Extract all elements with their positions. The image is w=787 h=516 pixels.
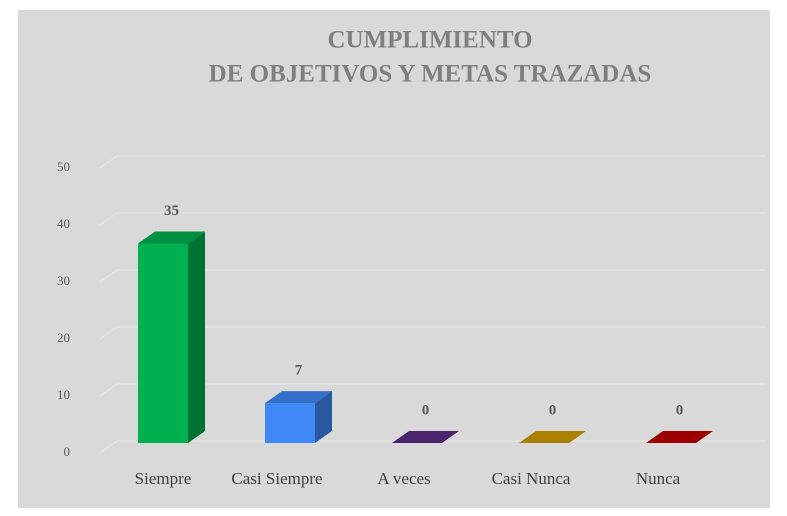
x-tick-label: A veces bbox=[377, 469, 430, 488]
bar-side bbox=[315, 391, 332, 443]
bar-top bbox=[392, 431, 459, 443]
grid-line bbox=[99, 269, 765, 283]
bar-front bbox=[138, 243, 188, 443]
bar bbox=[519, 431, 586, 443]
bar-top bbox=[138, 231, 205, 244]
x-tick-label: Nunca bbox=[636, 469, 681, 488]
y-tick-label: 10 bbox=[57, 387, 70, 402]
y-tick-label: 30 bbox=[57, 273, 70, 288]
y-tick-label: 0 bbox=[64, 444, 71, 459]
grid-line bbox=[99, 326, 765, 340]
bar-top bbox=[519, 431, 586, 443]
bar bbox=[392, 431, 459, 443]
bar-side bbox=[188, 231, 205, 443]
chart-title: CUMPLIMIENTO bbox=[327, 27, 532, 54]
x-tick-label: Casi Nunca bbox=[492, 469, 571, 488]
bar-top bbox=[646, 431, 713, 443]
bar bbox=[265, 391, 332, 443]
grid-line bbox=[99, 155, 765, 169]
y-tick-label: 50 bbox=[57, 159, 70, 174]
bar bbox=[138, 231, 205, 443]
y-tick-label: 40 bbox=[57, 216, 70, 231]
data-label: 0 bbox=[676, 402, 684, 418]
data-label: 0 bbox=[549, 402, 557, 418]
x-tick-label: Siempre bbox=[135, 469, 192, 488]
data-label: 7 bbox=[295, 363, 303, 379]
x-tick-label: Casi Siempre bbox=[231, 469, 322, 488]
grid-line bbox=[99, 383, 765, 397]
grid-line bbox=[99, 212, 765, 226]
data-label: 35 bbox=[164, 203, 179, 219]
chart-subtitle: DE OBJETIVOS Y METAS TRAZADAS bbox=[209, 61, 652, 88]
data-label: 0 bbox=[422, 402, 430, 418]
bar-front bbox=[265, 403, 315, 443]
bar bbox=[646, 431, 713, 443]
y-tick-label: 20 bbox=[57, 330, 70, 345]
bar-top bbox=[265, 391, 332, 404]
